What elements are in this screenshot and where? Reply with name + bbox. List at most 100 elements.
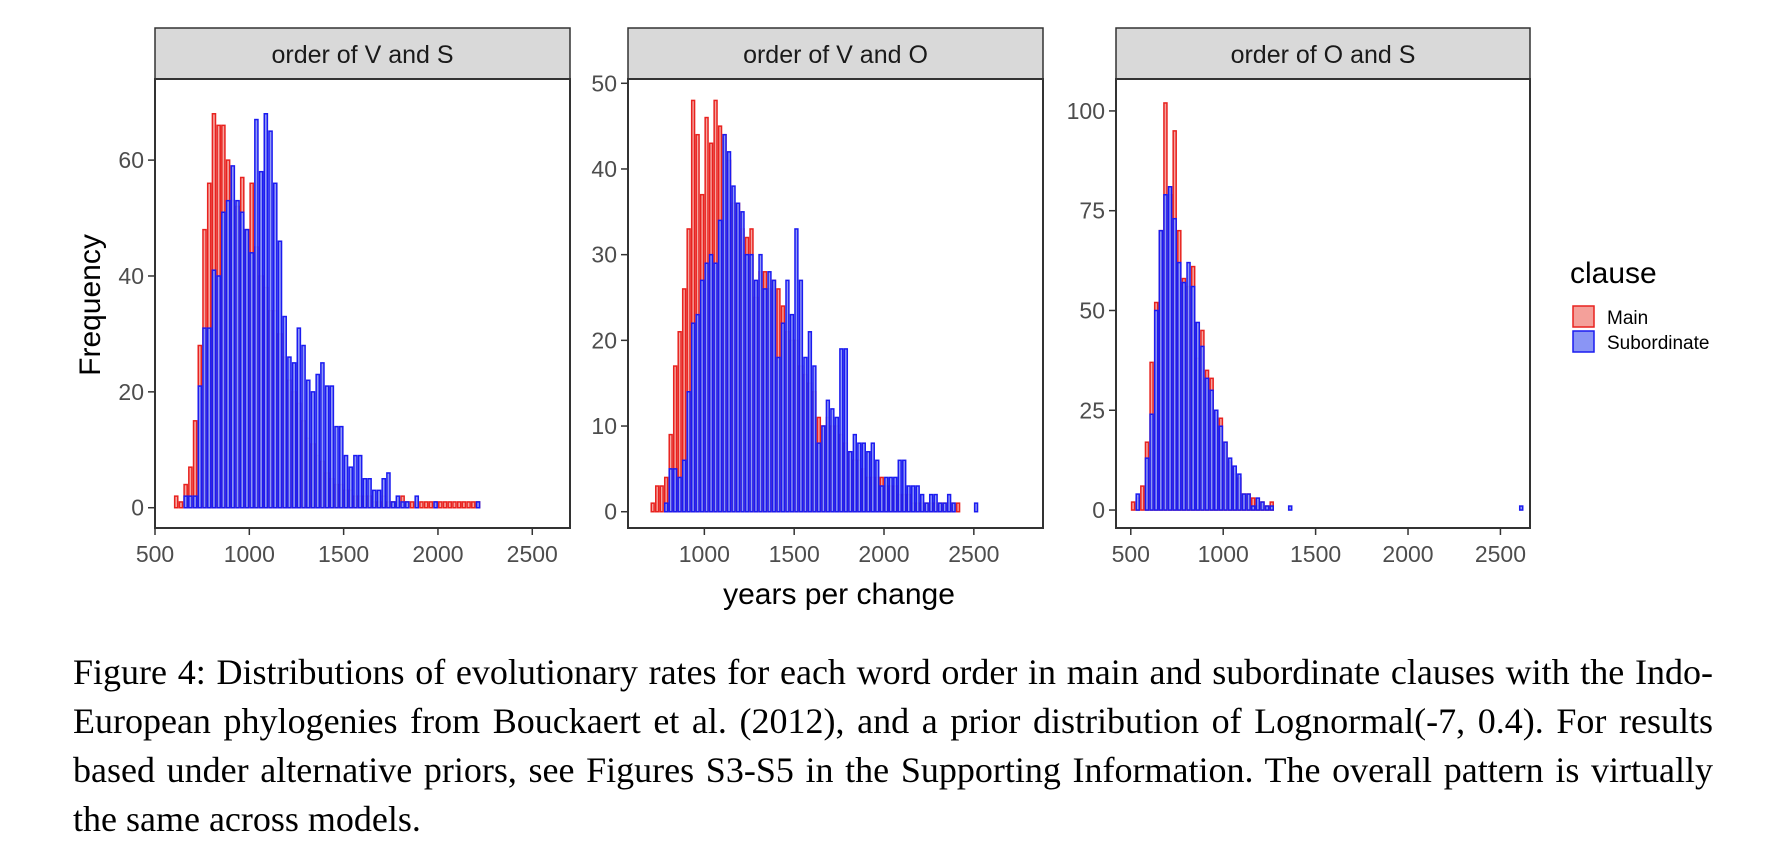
y-tick-label: 0 <box>131 495 144 521</box>
bar-subordinate <box>263 113 269 509</box>
y-tick-label: 75 <box>1079 198 1105 224</box>
bar-subordinate <box>911 485 916 513</box>
strip-background <box>154 27 571 80</box>
bar-subordinate <box>230 165 236 509</box>
bar-subordinate <box>749 253 754 513</box>
x-tick-label: 1000 <box>1198 541 1249 567</box>
bar-subordinate <box>839 348 844 513</box>
x-tick-label: 1500 <box>318 541 369 567</box>
bar-subordinate <box>857 442 862 513</box>
bar-subordinate <box>1255 497 1261 511</box>
bar-main <box>456 501 462 509</box>
bar-subordinate <box>1200 345 1205 511</box>
bar-subordinate <box>202 327 207 509</box>
bar-subordinate <box>433 501 438 509</box>
panel-border <box>1115 78 1531 529</box>
figure-caption: Figure 4: Distributions of evolutionary … <box>73 652 1713 839</box>
bar-subordinate <box>287 356 292 509</box>
x-tick-label: 2000 <box>858 541 909 567</box>
bar-subordinate <box>296 327 302 509</box>
bar-subordinate <box>1144 457 1150 511</box>
bar-subordinate <box>897 459 902 513</box>
bar-main <box>654 485 660 513</box>
bar-subordinate <box>1149 413 1154 511</box>
bar-subordinate <box>834 416 840 513</box>
bar-subordinate <box>272 182 278 509</box>
panel-border <box>627 78 1044 529</box>
y-tick-label: 60 <box>118 147 144 173</box>
bar-subordinate <box>1246 493 1251 511</box>
bar-subordinate <box>924 502 929 513</box>
y-tick-label: 50 <box>591 70 617 96</box>
bar-subordinate <box>803 356 808 513</box>
bar-subordinate <box>686 391 691 513</box>
panel-order-of-v-and-o: order of V and O 0 10 20 30 40 50 1000 1500 2000 2… <box>591 27 1044 567</box>
bar-subordinate <box>1204 377 1210 511</box>
bar-main <box>466 501 471 509</box>
legend-key-subordinate <box>1572 330 1595 353</box>
y-tick-label: 50 <box>1079 297 1105 323</box>
bar-subordinate <box>216 275 221 509</box>
bar-subordinate <box>1186 261 1191 511</box>
bar-subordinate <box>301 344 306 509</box>
bar-subordinate <box>668 468 673 513</box>
bar-subordinate <box>1287 505 1293 511</box>
bar-subordinate <box>206 327 212 509</box>
bar-subordinate <box>816 442 822 513</box>
bar-subordinate <box>812 365 817 513</box>
x-tick-label: 1000 <box>679 541 730 567</box>
strip-background <box>627 27 1044 80</box>
bar-subordinate <box>1218 425 1224 511</box>
bar-main <box>423 501 429 509</box>
bar-subordinate <box>249 252 254 509</box>
bar-main <box>1140 485 1145 511</box>
bar-subordinate <box>771 279 777 513</box>
legend-label-main: Main <box>1607 308 1648 329</box>
y-tick-label: 20 <box>118 379 144 405</box>
bar-subordinate <box>390 501 396 509</box>
bar-main <box>955 502 961 513</box>
y-axis-title: Frequency <box>74 234 107 376</box>
bar-main <box>461 501 467 509</box>
series-subordinate <box>663 133 979 513</box>
bar-main <box>192 420 198 509</box>
bar-subordinate <box>807 331 813 513</box>
bar-subordinate <box>780 322 786 513</box>
bar-subordinate <box>690 322 696 513</box>
bar-subordinate <box>221 211 226 509</box>
bar-subordinate <box>367 478 372 509</box>
bar-subordinate <box>785 279 790 513</box>
x-tick-label: 1500 <box>1290 541 1341 567</box>
bar-subordinate <box>1269 505 1274 511</box>
bar-subordinate <box>946 493 952 513</box>
bar-main <box>442 501 448 509</box>
bar-subordinate <box>277 240 283 509</box>
x-axis-title: years per change <box>723 578 955 611</box>
bar-subordinate <box>1190 285 1196 511</box>
bar-subordinate <box>310 391 316 509</box>
x-tick-label: 2500 <box>1475 541 1526 567</box>
y-tick-label: 40 <box>591 156 617 182</box>
bar-subordinate <box>254 118 259 509</box>
bar-subordinate <box>875 459 880 513</box>
bar-subordinate <box>758 253 763 513</box>
bar-subordinate <box>753 279 759 513</box>
bar-subordinate <box>726 151 732 513</box>
bar-subordinate <box>357 454 363 509</box>
bar-subordinate <box>681 459 687 513</box>
bar-subordinate <box>1241 493 1247 511</box>
bar-subordinate <box>861 442 866 513</box>
bar-subordinate <box>192 495 198 509</box>
bar-main <box>178 501 184 509</box>
bar-subordinate <box>893 476 898 513</box>
bar-subordinate <box>1195 321 1201 511</box>
bar-main <box>447 501 453 509</box>
bar-subordinate <box>291 362 297 509</box>
bar-subordinate <box>973 502 979 513</box>
bar-subordinate <box>821 425 826 513</box>
bar-subordinate <box>235 199 240 509</box>
bar-subordinate <box>324 385 330 509</box>
bar-main <box>438 501 443 509</box>
x-tick-label: 2000 <box>1382 541 1433 567</box>
